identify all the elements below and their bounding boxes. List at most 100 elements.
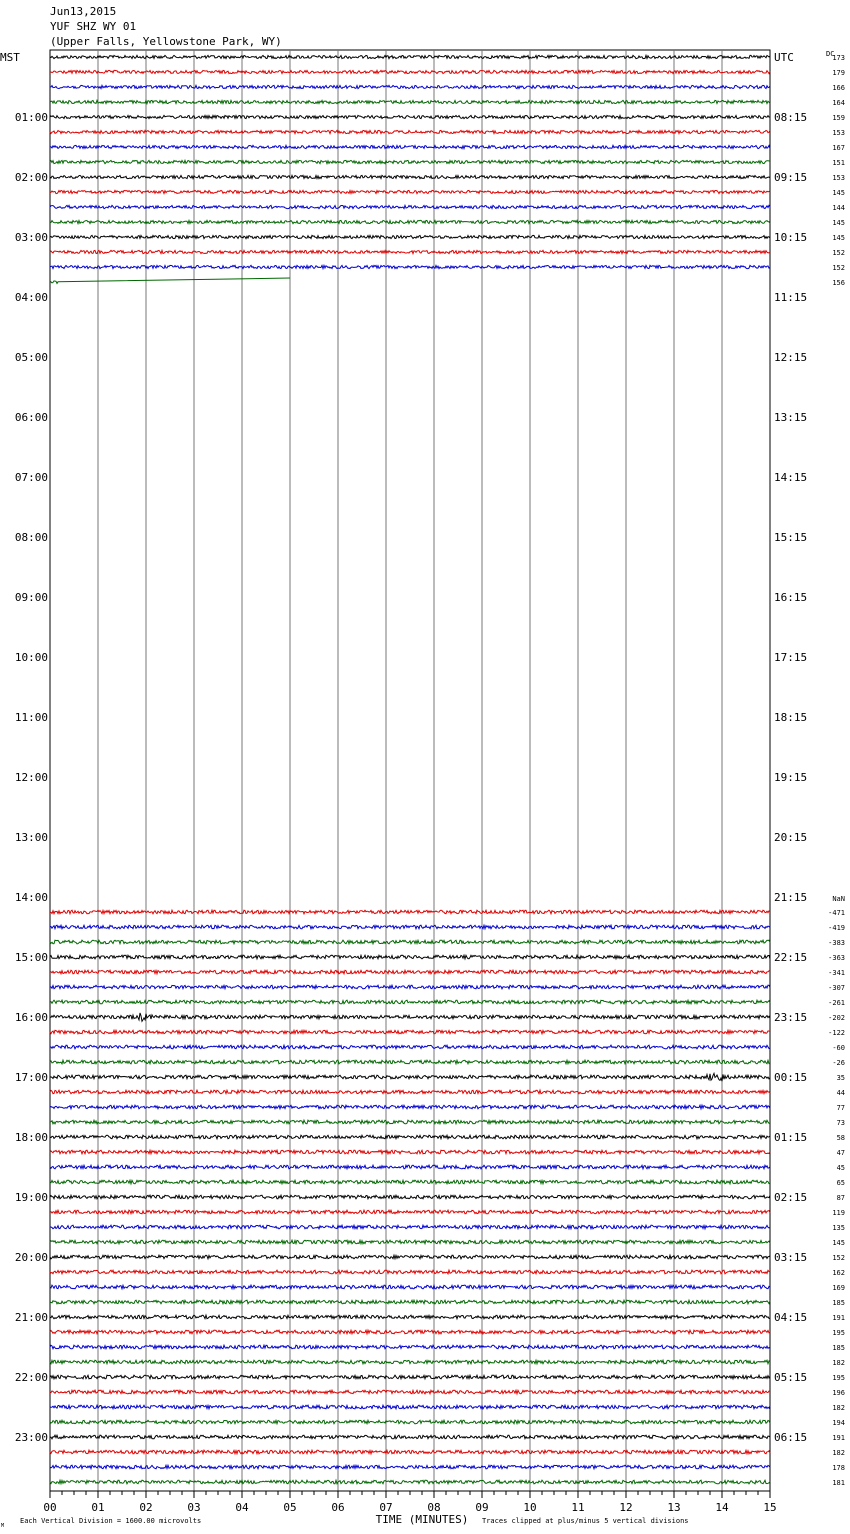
seismic-trace [49,114,771,120]
utc-hour-label: 15:15 [774,531,807,544]
seismic-trace [49,1313,771,1321]
dc-value: 77 [837,1104,845,1112]
utc-hour-label: 09:15 [774,171,807,184]
mst-hour-label: 23:00 [15,1431,48,1444]
dc-value: 152 [832,1254,845,1262]
mst-hour-label: 14:00 [15,891,48,904]
seismic-trace [49,218,771,226]
utc-hour-label: 04:15 [774,1311,807,1324]
seismic-trace [49,1478,771,1486]
utc-hour-label: 08:15 [774,111,807,124]
dc-value: 182 [832,1404,845,1412]
mst-hour-label: 22:00 [15,1371,48,1384]
seismic-trace [49,1133,771,1141]
dc-value: 178 [832,1464,845,1472]
dc-value: 45 [837,1164,845,1172]
time-tick-label: 15 [763,1501,776,1514]
seismic-trace [49,1268,771,1276]
seismic-trace [49,1433,771,1441]
mst-hour-label: 05:00 [15,351,48,364]
dc-value: -471 [828,909,845,917]
dc-value: 185 [832,1299,845,1307]
mst-hour-label: 19:00 [15,1191,48,1204]
time-tick-label: 10 [523,1501,536,1514]
mst-hour-label: 04:00 [15,291,48,304]
dc-value: -383 [828,939,845,947]
mst-hour-label: 11:00 [15,711,48,724]
seismic-trace [50,69,771,76]
seismic-trace [49,1208,771,1216]
footer-clip-note: Traces clipped at plus/minus 5 vertical … [482,1517,689,1525]
dc-value: 145 [832,219,845,227]
utc-hour-label: 13:15 [774,411,807,424]
seismic-trace [49,1071,771,1082]
utc-hour-label: 21:15 [774,891,807,904]
dc-value: 119 [832,1209,845,1217]
seismic-trace [49,1103,771,1111]
dc-value: 169 [832,1284,845,1292]
seismic-trace [49,1193,771,1201]
time-tick-label: 11 [571,1501,584,1514]
seismic-trace [49,1148,771,1156]
utc-hour-label: 19:15 [774,771,807,784]
dc-value: 135 [832,1224,845,1232]
dc-value: -202 [828,1014,845,1022]
seismic-trace [49,1088,771,1096]
station-location: (Upper Falls, Yellowstone Park, WY) [50,35,282,48]
station-date: Jun13,2015 [50,5,117,18]
time-tick-label: 02 [139,1501,152,1514]
seismic-trace [49,1163,771,1171]
seismic-trace [49,908,771,916]
mst-hour-label: 16:00 [15,1011,48,1024]
dc-value: 191 [832,1434,845,1442]
utc-hour-label: 23:15 [774,1011,807,1024]
seismic-trace [49,1058,771,1066]
seismic-trace [49,1178,771,1186]
dc-value: 153 [832,174,845,182]
mst-hour-label: 07:00 [15,471,48,484]
utc-hour-label: 22:15 [774,951,807,964]
dc-value: 194 [832,1419,845,1427]
seismic-trace [49,83,771,90]
seismic-trace [49,998,771,1006]
utc-hour-label: 20:15 [774,831,807,844]
seismic-trace [49,158,771,166]
utc-hour-label: 00:15 [774,1071,807,1084]
mst-hour-label: 18:00 [15,1131,48,1144]
utc-hour-label: 03:15 [774,1251,807,1264]
seismic-trace [49,173,771,180]
dc-value: 179 [832,69,845,77]
dc-header: DC [826,50,834,58]
dc-value: 156 [832,279,845,287]
utc-hour-label: 11:15 [774,291,807,304]
dc-value: 151 [832,159,845,167]
x-axis-title: TIME (MINUTES) [376,1513,469,1526]
seismic-trace [49,1388,771,1396]
corner-mark: M [1,1523,4,1529]
time-tick-label: 14 [715,1501,729,1514]
dc-value: 195 [832,1329,845,1337]
seismic-trace [49,1343,771,1351]
dc-value: 87 [837,1194,845,1202]
dc-value: 145 [832,189,845,197]
utc-hour-label: 10:15 [774,231,807,244]
dc-value: 167 [832,144,845,152]
mst-hour-label: 13:00 [15,831,48,844]
mst-hour-label: 21:00 [15,1311,48,1324]
mst-hour-label: 02:00 [15,171,48,184]
seismic-trace [49,1012,771,1023]
seismic-trace [49,1373,771,1381]
dc-value: 145 [832,234,845,242]
dc-value: 44 [837,1089,845,1097]
time-tick-label: 01 [91,1501,104,1514]
seismic-trace [49,1298,771,1306]
mst-label: MST [0,51,20,64]
seismic-trace [49,1283,771,1291]
seismic-trace [49,1253,771,1261]
mst-hour-label: 12:00 [15,771,48,784]
utc-hour-label: 17:15 [774,651,807,664]
dc-value: -307 [828,984,845,992]
dc-value: 58 [837,1134,845,1142]
utc-hour-label: 14:15 [774,471,807,484]
nan-header: NaN [832,895,845,903]
